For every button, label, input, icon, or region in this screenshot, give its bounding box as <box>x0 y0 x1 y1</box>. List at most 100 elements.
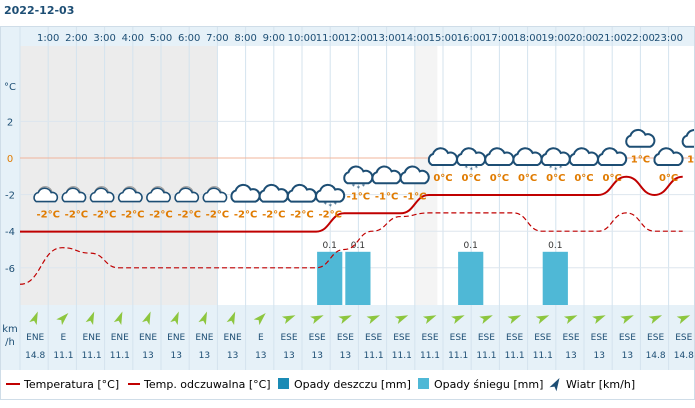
night-shade-morning <box>20 46 218 305</box>
snowflake-icon: * <box>333 201 337 209</box>
cloud-shape <box>146 187 171 203</box>
snow-bar <box>458 251 484 305</box>
wind-direction: ESE <box>562 333 579 343</box>
wind-arrow-icon <box>281 315 296 325</box>
legend-rain-swatch <box>278 378 289 389</box>
hour-label: 8:00 <box>234 33 256 44</box>
wind-speed: 13 <box>340 351 351 361</box>
hour-label: 21:00 <box>598 33 627 44</box>
snow-bar-label: 0.1 <box>323 241 337 251</box>
hour-label: 18:00 <box>513 33 542 44</box>
wind-speed: 13 <box>593 351 604 361</box>
wind-direction: ENE <box>167 333 185 343</box>
wind-arrow-icon <box>253 313 266 326</box>
temp-label: -2°C <box>36 210 59 221</box>
arrow-shape <box>563 315 578 325</box>
temp-label: -2°C <box>234 210 257 221</box>
wind-direction: E <box>61 333 67 343</box>
cloud-icon <box>399 165 430 185</box>
temp-label: 1°C <box>631 155 650 166</box>
legend-temperature-label: Temperatura [°C] <box>23 378 119 391</box>
wind-arrow-icon <box>563 315 578 325</box>
wind-arrow-icon <box>198 311 208 326</box>
wind-arrow-icon <box>507 315 522 325</box>
wind-speed: 13 <box>142 351 153 361</box>
hour-label: 20:00 <box>570 33 599 44</box>
wind-arrow-icon <box>56 313 69 326</box>
legend-feels-like-label: Temp. odczuwalna [°C] <box>143 378 271 391</box>
hour-label: 4:00 <box>122 33 144 44</box>
arrow-shape <box>549 377 560 392</box>
snow-bar-label: 0.1 <box>351 241 365 251</box>
cloud-night-icon <box>61 186 87 203</box>
wind-speed: 14.8 <box>646 351 666 361</box>
forecast-date: 2022-12-03 <box>4 4 75 17</box>
hour-label: 7:00 <box>206 33 228 44</box>
temp-label: 0°C <box>518 173 537 184</box>
wind-speed: 13 <box>622 351 633 361</box>
wind-unit-label: /h <box>5 337 15 348</box>
wind-speed: 13 <box>255 351 266 361</box>
cloud-shape <box>625 128 656 148</box>
cloud-night-icon <box>174 186 200 203</box>
legend-snow-swatch <box>418 378 429 389</box>
cloud-shape <box>61 187 87 203</box>
wind-arrow-icon <box>113 311 123 326</box>
wind-speed: 14.8 <box>25 351 45 361</box>
cloud-shape <box>399 165 430 185</box>
cloud-shape <box>117 187 143 203</box>
cloud-night-icon <box>202 186 228 203</box>
wind-speed: 11.1 <box>505 351 525 361</box>
wind-arrow-icon <box>338 315 352 325</box>
snow-bar-label: 0.1 <box>548 241 562 251</box>
hour-label: 2:00 <box>65 33 87 44</box>
hour-label: 15:00 <box>429 33 458 44</box>
hour-label: 1:00 <box>37 33 59 44</box>
wind-speed: 13 <box>565 351 576 361</box>
cloud-icon <box>625 128 656 148</box>
wind-direction: ENE <box>26 333 44 343</box>
arrow-shape <box>85 311 95 326</box>
hour-label: 5:00 <box>150 33 172 44</box>
wind-speed: 11.1 <box>110 351 130 361</box>
hour-label: 12:00 <box>344 33 373 44</box>
arrow-shape <box>29 311 38 326</box>
cloud-night-icon <box>146 186 171 203</box>
temp-label: -1°C <box>347 191 370 202</box>
wind-speed: 11.1 <box>82 351 102 361</box>
hour-label: 11:00 <box>316 33 345 44</box>
cloud-icon <box>681 128 695 148</box>
wind-speed: 11.1 <box>420 351 440 361</box>
wind-direction: ESE <box>591 333 608 343</box>
arrow-shape <box>310 315 324 325</box>
wind-arrow-icon <box>535 315 550 325</box>
wind-direction: ESE <box>450 333 467 343</box>
wind-arrow-icon <box>310 315 324 325</box>
wind-direction: ESE <box>506 333 523 343</box>
y-tick-label: -2 <box>5 191 15 202</box>
hour-label: 3:00 <box>93 33 115 44</box>
temp-label: -2°C <box>149 210 172 221</box>
temp-label: 0°C <box>490 173 509 184</box>
temp-label: 0°C <box>574 173 593 184</box>
wind-direction: ENE <box>111 333 129 343</box>
cloud-shape <box>202 187 228 203</box>
arrow-shape <box>676 315 691 325</box>
temp-label: -2°C <box>177 210 200 221</box>
snowflake-icon: * <box>352 182 356 190</box>
cloud-shape <box>653 147 684 166</box>
wind-direction: ESE <box>309 333 326 343</box>
snow-bar <box>542 251 568 305</box>
snowflake-icon: * <box>549 164 553 172</box>
temp-label: -2°C <box>318 210 341 221</box>
cloud-night-icon <box>89 186 115 203</box>
arrow-shape <box>648 315 663 325</box>
temp-label: 1°C <box>687 155 695 166</box>
cloud-shape <box>315 183 346 203</box>
legend-wind-label: Wiatr [km/h] <box>566 378 635 391</box>
wind-arrow-icon <box>170 311 179 326</box>
wind-speed: 13 <box>311 351 322 361</box>
wind-direction: ENE <box>195 333 213 343</box>
